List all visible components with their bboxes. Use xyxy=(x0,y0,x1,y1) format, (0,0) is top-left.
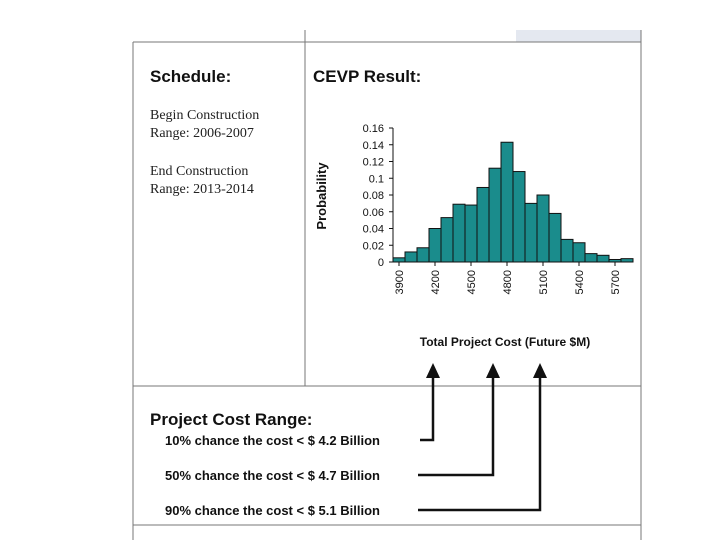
schedule-line: Range: 2006-2007 xyxy=(150,126,254,141)
frame xyxy=(132,30,642,540)
x-axis-label: Total Project Cost (Future $M) xyxy=(420,335,590,349)
y-tick-label: 0.02 xyxy=(363,240,384,252)
x-tick-label: 4800 xyxy=(502,270,514,294)
bar xyxy=(620,258,634,263)
image-fragment xyxy=(516,30,641,42)
y-tick-label: 0.08 xyxy=(363,190,384,202)
cost-line: 90% chance the cost < $ 5.1 Billion xyxy=(165,503,380,518)
y-tick-label: 0.16 xyxy=(363,123,384,135)
x-tick-label: 3900 xyxy=(394,270,406,294)
bar xyxy=(476,186,490,263)
cost-line: 50% chance the cost < $ 4.7 Billion xyxy=(165,468,380,483)
schedule-line: Begin Construction xyxy=(150,108,259,123)
bar xyxy=(572,242,586,263)
schedule-line: Range: 2013-2014 xyxy=(150,182,254,197)
bar xyxy=(416,247,430,263)
bar xyxy=(548,212,562,263)
bar xyxy=(428,228,442,263)
bar xyxy=(560,238,574,263)
y-tick-label: 0.14 xyxy=(363,140,384,152)
x-tick-label: 5400 xyxy=(574,270,586,294)
bar xyxy=(488,167,502,263)
bar xyxy=(596,254,610,263)
arrows xyxy=(418,375,542,512)
y-tick-label: 0.06 xyxy=(363,207,384,219)
cost-range-title: Project Cost Range: xyxy=(150,410,312,429)
x-tick-label: 5100 xyxy=(538,270,550,294)
y-tick-label: 0.04 xyxy=(363,224,384,236)
y-tick-label: 0.1 xyxy=(369,173,384,185)
bar xyxy=(500,141,514,263)
bar xyxy=(512,171,526,263)
schedule-title: Schedule: xyxy=(150,67,231,86)
bar xyxy=(524,202,538,263)
cost-line: 10% chance the cost < $ 4.2 Billion xyxy=(165,433,380,448)
y-tick-label: 0.12 xyxy=(363,157,384,169)
bar xyxy=(452,203,466,263)
arrow-heads xyxy=(426,363,547,378)
bar xyxy=(536,194,550,263)
x-tick-label: 5700 xyxy=(610,270,622,294)
y-axis-label: Probability xyxy=(314,162,329,230)
bar xyxy=(392,257,406,263)
bar xyxy=(440,217,454,263)
bar xyxy=(464,204,478,263)
bar xyxy=(584,253,598,263)
schedule-line: End Construction xyxy=(150,164,248,179)
y-tick-label: 0 xyxy=(378,257,384,269)
x-tick-label: 4200 xyxy=(430,270,442,294)
bar xyxy=(404,251,418,263)
x-tick-label: 4500 xyxy=(466,270,478,294)
cevp-title: CEVP Result: xyxy=(313,67,421,86)
